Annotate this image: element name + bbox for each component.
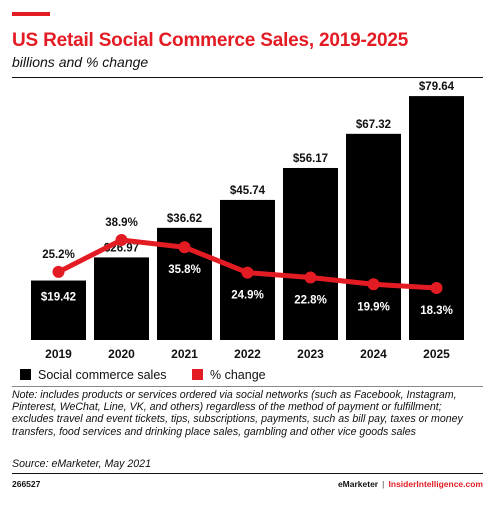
chart-id: 266527: [12, 479, 41, 489]
bar-2019: [31, 280, 86, 340]
bar-2023: [283, 167, 338, 340]
legend-swatch-change: [192, 369, 203, 380]
line-point-2023: [304, 271, 317, 284]
brand-footer: eMarketer | InsiderIntelligence.com: [338, 479, 483, 489]
line-value-label-2025: 18.3%: [420, 305, 453, 317]
brand-emarketer: eMarketer: [337, 479, 379, 489]
legend-item-change: % change: [192, 368, 266, 382]
bar-value-label-2023: $56.17: [293, 153, 328, 165]
bar-value-label-2022: $45.74: [230, 185, 266, 197]
bar-2024: [346, 133, 401, 340]
chart-legend: Social commerce sales % change: [20, 368, 288, 382]
legend-swatch-sales: [20, 369, 31, 380]
chart-plot: $19.422019$26.972020$36.622021$45.742022…: [31, 81, 464, 358]
line-point-2019: [52, 265, 65, 278]
line-value-label-2019: 25.2%: [42, 249, 75, 261]
x-tick-2019: 2019: [45, 347, 72, 358]
bar-2020: [94, 257, 149, 340]
chart-subtitle: billions and % change: [12, 54, 149, 70]
x-tick-2022: 2022: [234, 347, 261, 358]
bar-value-label-2024: $67.32: [356, 119, 391, 131]
legend-label-sales: Social commerce sales: [38, 368, 167, 382]
bar-2025: [409, 96, 464, 340]
line-point-2024: [367, 278, 380, 291]
notes-divider: [12, 386, 483, 387]
x-tick-2025: 2025: [423, 347, 450, 358]
footer-divider: [12, 473, 483, 474]
legend-item-sales: Social commerce sales: [20, 368, 167, 382]
bar-value-label-2019: $19.42: [41, 292, 76, 304]
line-value-label-2022: 24.9%: [231, 290, 264, 302]
chart-title: US Retail Social Commerce Sales, 2019-20…: [12, 30, 409, 51]
x-tick-2021: 2021: [171, 347, 198, 358]
x-tick-2020: 2020: [108, 347, 135, 358]
x-tick-2023: 2023: [297, 347, 324, 358]
line-point-2022: [241, 266, 254, 279]
chart-note: Note: includes products or services orde…: [12, 389, 463, 438]
brand-separator: |: [382, 479, 385, 489]
line-value-label-2020: 38.9%: [105, 217, 138, 229]
line-point-2021: [178, 241, 191, 254]
line-value-label-2023: 22.8%: [294, 295, 327, 307]
brand-insider-link[interactable]: InsiderIntelligence.com: [388, 479, 483, 489]
bar-value-label-2021: $36.62: [167, 213, 202, 225]
line-point-2025: [430, 282, 443, 294]
line-value-label-2021: 35.8%: [168, 264, 201, 276]
chart-source: Source: eMarketer, May 2021: [12, 458, 151, 470]
bar-value-label-2025: $79.64: [419, 81, 455, 93]
legend-label-change: % change: [210, 368, 266, 382]
line-point-2020: [115, 234, 128, 246]
x-tick-2024: 2024: [360, 347, 387, 358]
line-value-label-2024: 19.9%: [357, 301, 390, 313]
accent-bar: [12, 12, 50, 16]
top-divider: [12, 77, 483, 78]
